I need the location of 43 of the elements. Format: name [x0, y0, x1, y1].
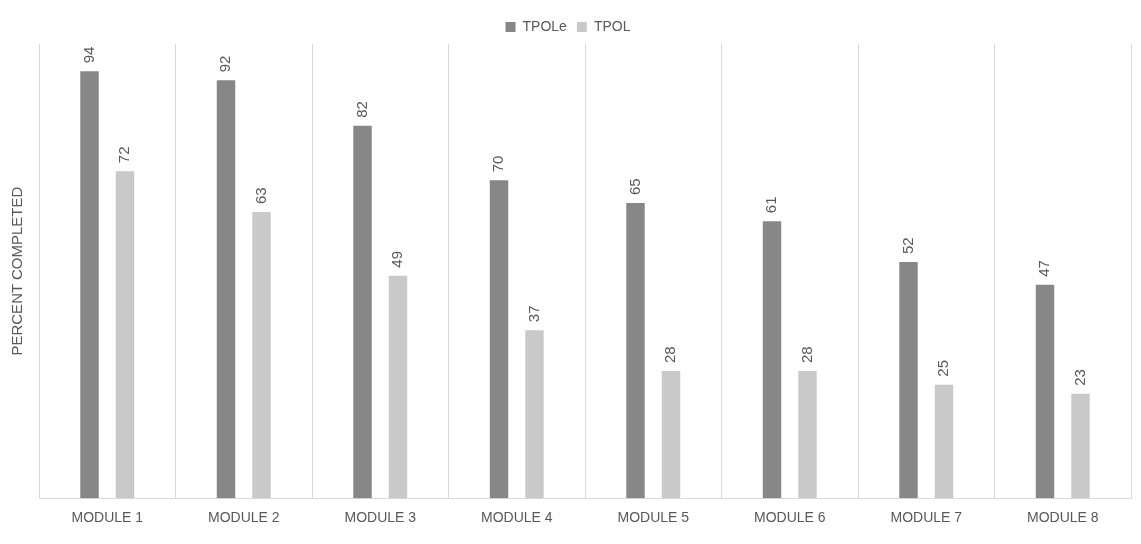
x-tick-label: MODULE 4 — [480, 509, 553, 526]
bar — [934, 384, 954, 499]
data-label: 47 — [1035, 260, 1053, 277]
data-label: 63 — [251, 187, 269, 205]
bar — [252, 212, 271, 499]
data-label: 49 — [388, 250, 406, 268]
data-label: 94 — [79, 46, 97, 64]
data-label: 70 — [489, 155, 507, 173]
legend-label: TPOLe — [522, 17, 568, 34]
bar — [762, 221, 782, 499]
x-tick-label: MODULE 8 — [1026, 509, 1099, 526]
legend-label: TPOL — [593, 17, 631, 34]
data-label: 82 — [352, 101, 370, 118]
bar — [1071, 393, 1090, 499]
x-tick-label: MODULE 2 — [207, 509, 280, 526]
bar — [115, 171, 135, 499]
bar — [798, 371, 817, 499]
bar — [899, 262, 918, 499]
data-label: 23 — [1070, 369, 1088, 386]
bar — [489, 180, 509, 499]
bar — [353, 125, 372, 499]
data-label: 92 — [216, 55, 234, 73]
x-tick-label: MODULE 6 — [753, 509, 826, 526]
bar — [388, 275, 408, 499]
data-label: 25 — [934, 359, 952, 377]
data-label: 61 — [762, 196, 780, 214]
data-label: 72 — [115, 146, 133, 164]
bar — [661, 371, 681, 499]
data-label: 52 — [898, 237, 916, 255]
data-label: 37 — [524, 305, 542, 323]
data-label: 65 — [625, 178, 643, 195]
bar — [80, 71, 99, 499]
x-tick-label: MODULE 1 — [71, 509, 144, 526]
bar — [216, 80, 236, 499]
bar — [626, 202, 645, 499]
x-tick-label: MODULE 3 — [344, 509, 417, 526]
data-label: 28 — [661, 346, 679, 364]
x-tick-label: MODULE 7 — [890, 509, 963, 526]
y-axis-title: PERCENT COMPLETED — [8, 186, 26, 356]
data-label: 28 — [797, 346, 815, 364]
bar — [1035, 284, 1055, 499]
x-tick-label: MODULE 5 — [617, 509, 690, 526]
bar — [525, 330, 544, 499]
